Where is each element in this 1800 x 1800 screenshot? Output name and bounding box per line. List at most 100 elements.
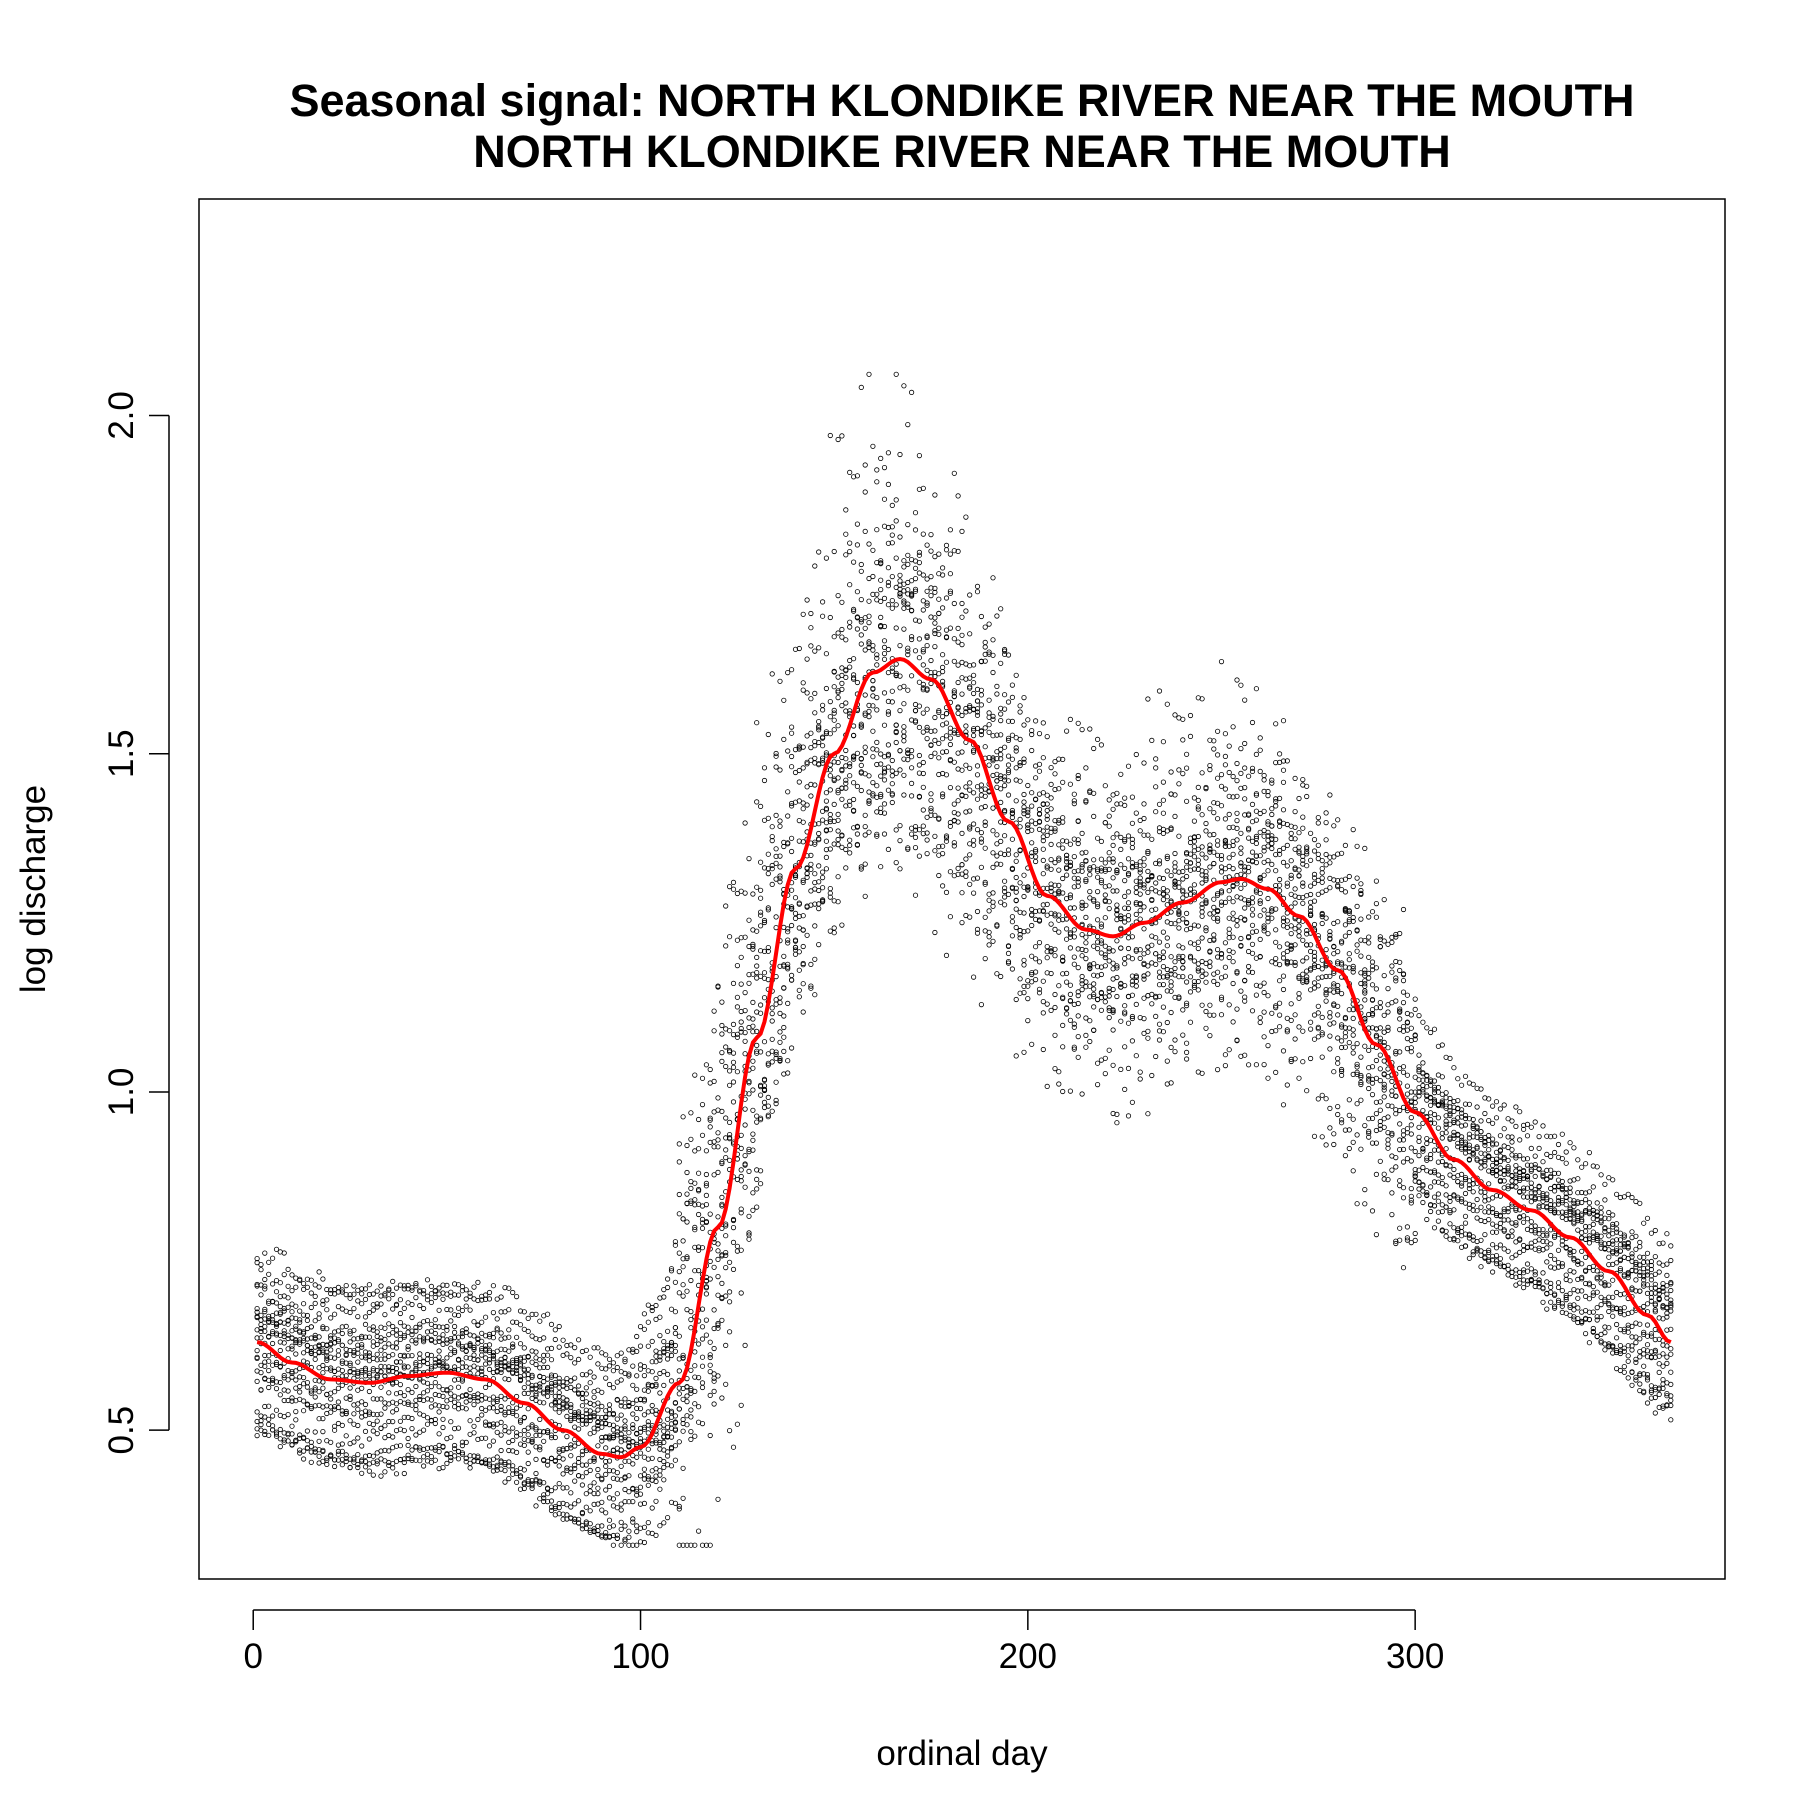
data-point: [1292, 1056, 1298, 1062]
data-point: [1218, 888, 1225, 894]
data-point: [420, 1337, 427, 1343]
data-point: [757, 948, 764, 954]
data-point: [707, 1117, 713, 1123]
data-point: [1350, 1139, 1356, 1145]
data-point: [1257, 768, 1263, 775]
data-point: [1664, 1231, 1670, 1237]
data-point: [1625, 1191, 1631, 1197]
data-point: [548, 1321, 555, 1328]
data-point: [1249, 969, 1256, 976]
data-point: [556, 1501, 562, 1507]
data-point: [676, 1406, 682, 1412]
data-point: [1490, 1206, 1496, 1212]
data-point: [800, 800, 806, 806]
data-point: [715, 1130, 721, 1136]
data-point: [1470, 1081, 1476, 1087]
data-point: [955, 785, 961, 791]
data-point: [1184, 873, 1190, 880]
data-point: [1505, 1116, 1511, 1122]
data-point: [300, 1301, 307, 1307]
data-point: [355, 1336, 361, 1342]
data-point: [1277, 882, 1283, 888]
data-point: [777, 1058, 783, 1064]
data-point: [785, 1058, 791, 1064]
data-point: [560, 1456, 566, 1462]
data-point: [424, 1293, 431, 1299]
data-point: [951, 658, 957, 664]
data-point: [273, 1289, 280, 1295]
data-point: [878, 577, 884, 583]
data-point: [1184, 979, 1190, 985]
data-point: [1106, 958, 1112, 964]
data-point: [847, 761, 853, 767]
data-point: [1408, 1089, 1414, 1095]
data-point: [858, 724, 864, 730]
data-point: [800, 943, 806, 950]
data-point: [1590, 1290, 1596, 1296]
data-point: [1001, 885, 1008, 891]
data-point: [1056, 842, 1062, 848]
data-point: [912, 565, 919, 571]
data-point: [541, 1352, 547, 1359]
data-point: [606, 1483, 613, 1490]
data-point: [1354, 843, 1360, 849]
data-point: [1075, 837, 1081, 843]
data-point: [1610, 1221, 1616, 1228]
data-point: [1048, 764, 1054, 771]
data-point: [1125, 889, 1132, 895]
data-point: [1513, 1155, 1519, 1161]
data-point: [765, 1112, 771, 1118]
data-point: [1122, 893, 1128, 900]
data-point: [1102, 783, 1108, 789]
data-point: [1366, 1076, 1372, 1082]
data-point: [874, 467, 880, 473]
data-point: [932, 643, 938, 650]
data-point: [1257, 735, 1263, 741]
data-point: [823, 555, 830, 561]
data-point: [1044, 813, 1050, 819]
data-point: [723, 1250, 729, 1256]
data-point: [513, 1294, 520, 1300]
data-point: [374, 1412, 380, 1418]
data-point: [1195, 965, 1201, 972]
data-point: [730, 1021, 737, 1028]
data-point: [1377, 1107, 1383, 1113]
data-point: [1594, 1216, 1600, 1223]
data-point: [955, 798, 961, 804]
data-point: [351, 1327, 357, 1333]
data-point: [366, 1309, 372, 1316]
data-point: [858, 384, 864, 390]
data-point: [1397, 1183, 1403, 1189]
data-point: [440, 1296, 446, 1302]
data-point: [982, 822, 988, 829]
data-point: [878, 791, 884, 798]
data-point: [897, 451, 903, 458]
data-point: [1559, 1263, 1565, 1269]
data-point: [916, 770, 923, 776]
data-point: [1393, 934, 1399, 940]
data-point: [417, 1393, 423, 1400]
data-point: [847, 664, 853, 670]
data-point: [912, 827, 919, 833]
data-point: [1048, 825, 1054, 831]
data-point: [742, 1007, 748, 1014]
data-point: [765, 1051, 771, 1057]
data-point: [339, 1287, 345, 1293]
data-point: [1540, 1170, 1546, 1176]
data-point: [1261, 772, 1267, 779]
data-point: [994, 683, 1000, 690]
data-point: [1431, 1090, 1438, 1096]
data-point: [428, 1299, 434, 1306]
data-point: [1528, 1124, 1534, 1130]
data-point: [328, 1404, 334, 1410]
data-point: [908, 793, 915, 799]
data-point: [1036, 892, 1043, 898]
data-point: [331, 1404, 338, 1410]
data-point: [1311, 836, 1318, 843]
data-point: [1261, 907, 1267, 913]
data-point: [1029, 727, 1035, 734]
data-point: [1319, 910, 1325, 917]
data-point: [1129, 1099, 1136, 1105]
data-point: [1013, 765, 1019, 771]
data-point: [1292, 808, 1298, 815]
